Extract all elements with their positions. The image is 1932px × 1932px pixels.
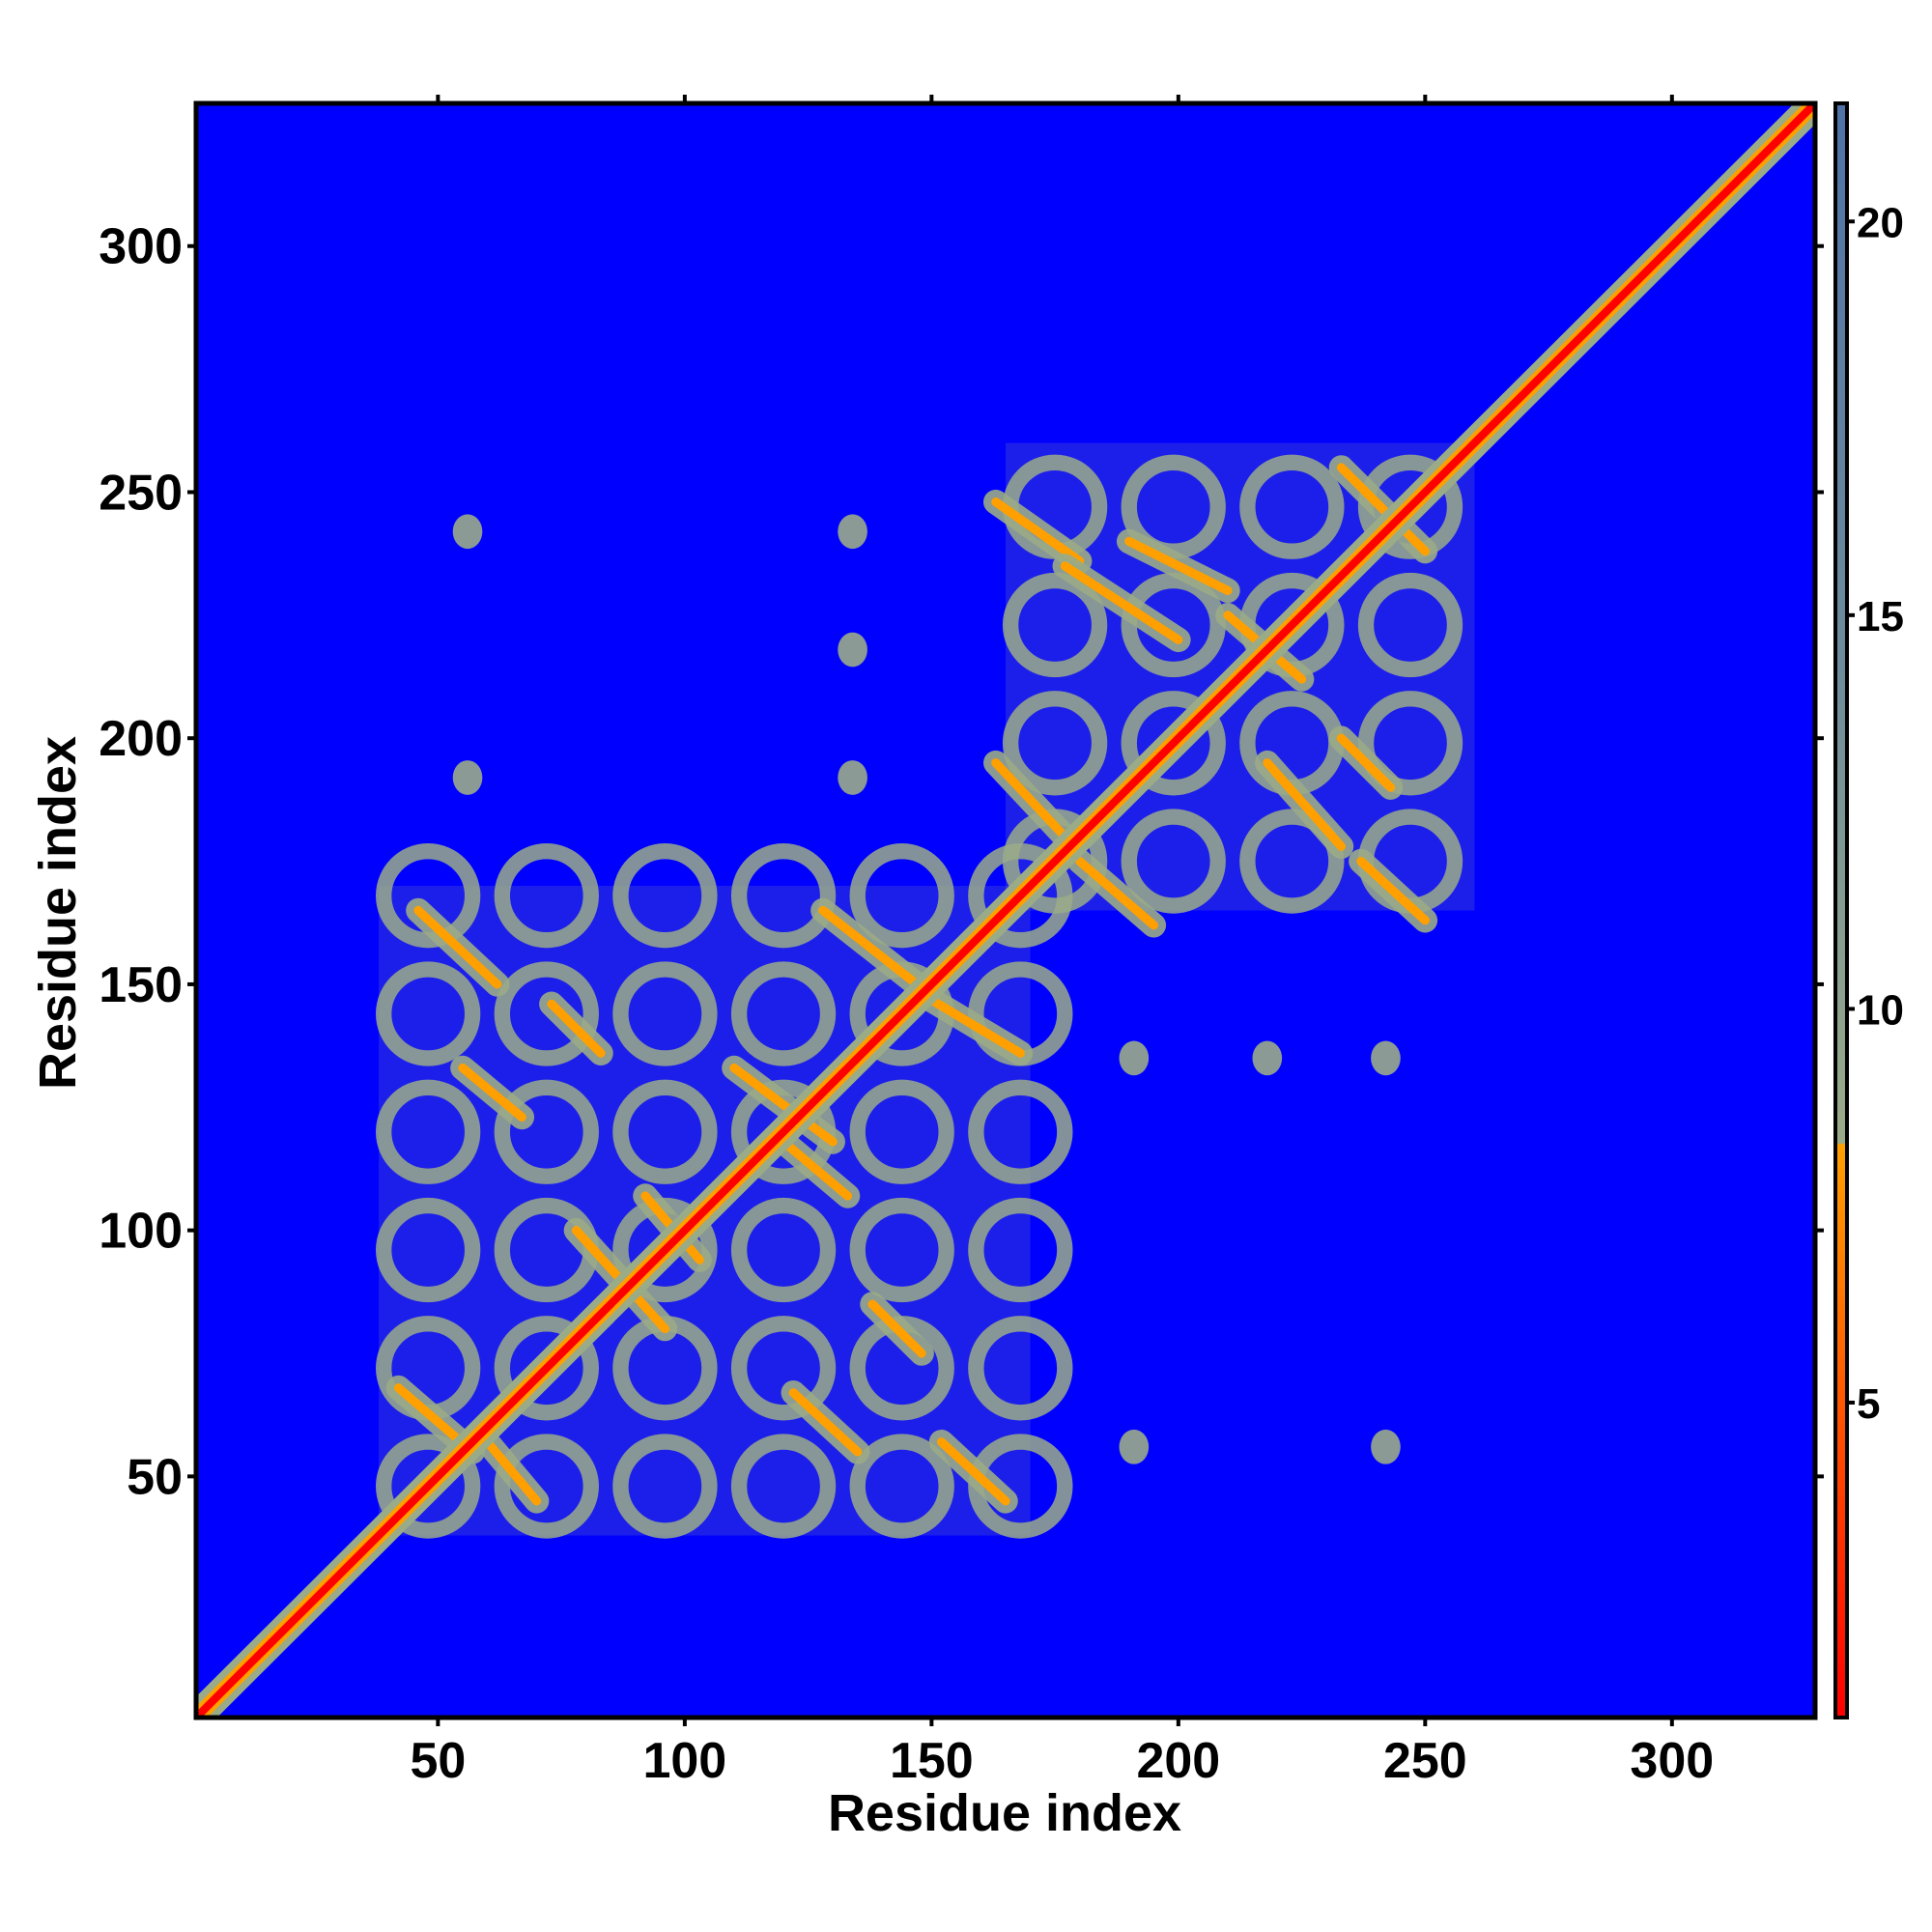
contact-ring [849,843,954,949]
isolated-spot [1371,1040,1401,1076]
contact-ring [1239,691,1345,796]
secondary-strip [1263,758,1347,851]
isolated-spot [1119,1040,1150,1076]
y-tick-label: 150 [99,957,183,1013]
secondary-strip [1075,856,1158,930]
isolated-spot [452,760,483,795]
isolated-spot [838,632,867,668]
contact-ring [730,1197,837,1303]
x-axis-ticks: 50 100 150 200 250 300 [410,95,1714,1789]
colorbar-tick-label: 5 [1857,1380,1880,1428]
colorbar [1833,101,1849,1719]
colorbar-tick-label: 20 [1857,199,1904,246]
y-axis-ticks: 50 100 150 200 250 300 [99,219,1824,1505]
secondary-strip [1336,463,1430,556]
contact-ring [375,1197,481,1303]
x-tick-label: 300 [1630,1733,1714,1789]
isolated-spot [838,760,867,795]
contact-ring [494,1434,599,1539]
contact-ring [968,1079,1073,1184]
secondary-strip [1060,561,1183,644]
x-tick-label: 250 [1383,1733,1467,1789]
contact-ring [494,843,599,949]
secondary-strip [729,1063,838,1147]
secondary-strip [413,905,502,989]
secondary-strip [1336,733,1396,792]
isolated-spot [838,514,867,550]
y-axis-title: Residue index [29,736,87,1090]
secondary-strip [547,999,606,1058]
y-tick-label: 300 [99,219,183,275]
contact-ring [612,1079,718,1184]
y-tick-label: 200 [99,711,183,767]
y-tick-label: 100 [99,1204,183,1260]
contact-ring [612,1434,718,1539]
contact-ring [849,1316,954,1421]
contact-ring [968,1197,1073,1303]
contact-ring [612,843,718,949]
x-axis-title: Residue index [828,1784,1181,1842]
isolated-spot [1371,1429,1401,1464]
x-tick-label: 150 [890,1733,974,1789]
contact-ring [612,961,718,1066]
y-tick-label: 50 [127,1449,183,1505]
secondary-strip [917,989,1025,1058]
secondary-strip [936,1437,1010,1506]
secondary-strip [1356,856,1430,925]
contact-ring [849,1079,954,1184]
contact-ring [730,843,837,949]
secondary-strip [1124,536,1233,595]
isolated-spot [1252,1040,1283,1076]
secondary-strip [991,497,1085,566]
colorbar-tick-label: 15 [1857,593,1904,640]
secondary-strip [458,1063,526,1122]
contact-ring [968,1316,1073,1421]
contact-ring [1002,454,1108,559]
heatmap-layer [196,103,1815,1718]
contact-ring [612,1316,718,1421]
diagonal-core [196,103,1815,1718]
isolated-spot [452,514,483,550]
contact-ring [375,961,481,1066]
isolated-spot [1119,1429,1150,1464]
contact-ring [849,1197,954,1303]
contact-ring [375,843,481,949]
contact-ring [968,1434,1073,1539]
secondary-strip [867,1299,926,1358]
contact-ring [849,1434,954,1539]
contact-ring [730,1434,837,1539]
contact-ring [730,961,837,1066]
secondary-strip [991,758,1069,841]
y-tick-label: 250 [99,465,183,521]
contact-ring [1357,572,1463,678]
secondary-strip [788,1388,863,1457]
x-tick-label: 100 [642,1733,726,1789]
contact-ring [1121,809,1226,914]
contact-ring [1121,572,1226,678]
contact-ring [375,1079,481,1184]
colorbar-ticks: 5 10 15 20 [1847,199,1904,1428]
plot-frame [193,100,1818,1720]
x-tick-label: 200 [1136,1733,1220,1789]
secondary-strip [779,1137,853,1201]
colorbar-tick-label: 10 [1857,986,1904,1034]
secondary-strip [818,905,922,989]
secondary-strip [482,1437,542,1506]
contact-ring [1239,454,1345,559]
x-tick-label: 50 [410,1733,466,1789]
